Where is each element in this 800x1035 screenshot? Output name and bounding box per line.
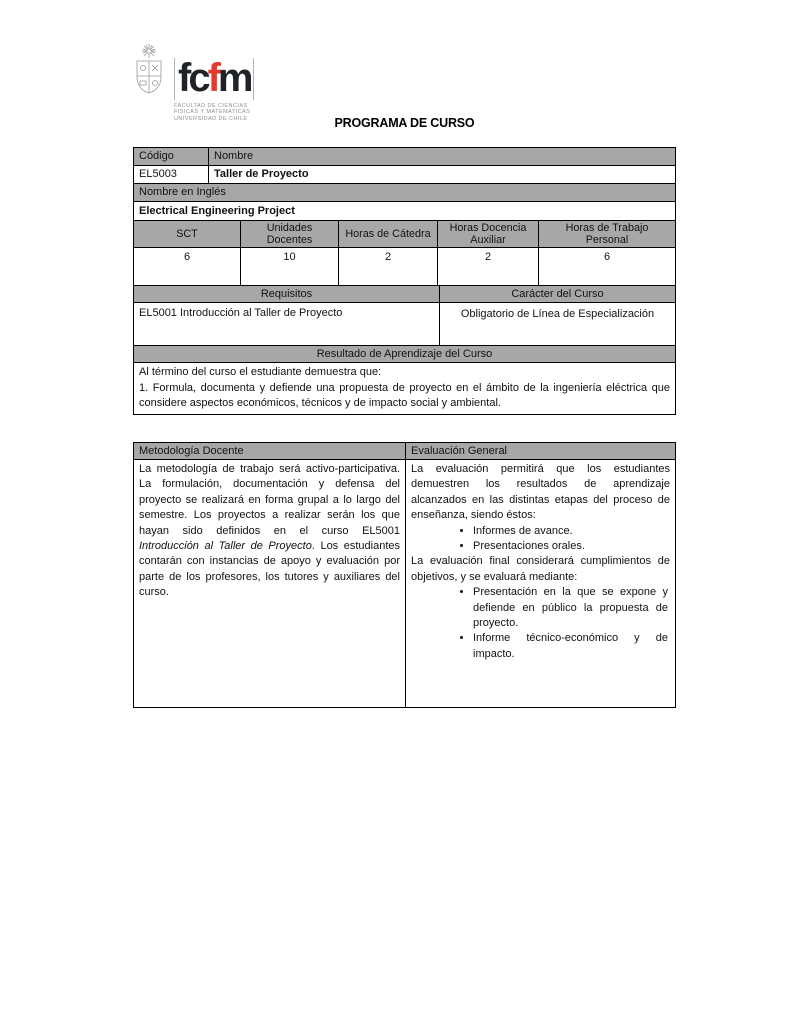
university-logo: fcfm FACULTAD DE CIENCIAS FISICAS Y MATE… [131, 43, 255, 122]
methodology-evaluation-table: Metodología Docente Evaluación General L… [133, 442, 676, 708]
faculty-line: FISICAS Y MATEMATICAS [174, 109, 251, 116]
metodologia-text-before: La metodología de trabajo será activo-pa… [139, 463, 400, 537]
university-crest-icon [136, 44, 162, 94]
wordmark-f-red: f [207, 56, 221, 100]
table-row: Código Nombre [134, 148, 675, 166]
table-row: Requisitos Carácter del Curso [134, 286, 675, 303]
horas-docencia-auxiliar-value: 2 [438, 248, 539, 285]
wordmark-m: m [217, 56, 254, 100]
metodologia-text-italic: Introducción al Taller de Proyecto [139, 540, 312, 553]
list-item: Presentación en la que se expone y defie… [473, 585, 670, 631]
horas-trabajo-personal-header: Horas de Trabajo Personal [539, 221, 675, 247]
metodologia-cell: La metodología de trabajo será activo-pa… [134, 460, 406, 707]
resultado-cell: Al término del curso el estudiante demue… [134, 363, 675, 414]
list-item: Informe técnico-económico y de impacto. [473, 631, 670, 662]
table-row: Electrical Engineering Project [134, 202, 675, 221]
table-body-row: La metodología de trabajo será activo-pa… [134, 460, 675, 707]
nombre-ingles-value: Electrical Engineering Project [139, 205, 295, 217]
codigo-header: Código [134, 148, 209, 165]
evaluacion-bullet-list: Informes de avance. Presentaciones orale… [411, 524, 670, 555]
nombre-header: Nombre [209, 148, 675, 165]
nombre-ingles-header: Nombre en Inglés [134, 184, 675, 201]
table-row: EL5001 Introducción al Taller de Proyect… [134, 303, 675, 346]
course-info-table: Código Nombre EL5003 Taller de Proyecto … [133, 147, 676, 415]
faculty-name: FACULTAD DE CIENCIAS FISICAS Y MATEMATIC… [174, 103, 254, 122]
list-item: Presentaciones orales. [473, 539, 670, 554]
metodologia-text: La metodología de trabajo será activo-pa… [139, 462, 400, 601]
hours-value-row: 6 10 2 2 6 [134, 248, 675, 286]
requisitos-header: Requisitos [134, 286, 440, 302]
resultado-item: 1. Formula, documenta y defiende una pro… [139, 381, 670, 410]
list-item: Informes de avance. [473, 524, 670, 539]
evaluacion-header: Evaluación General [406, 443, 675, 459]
unidades-docentes-value: 10 [241, 248, 339, 285]
table-row: Nombre en Inglés [134, 184, 675, 202]
table-header-row: Metodología Docente Evaluación General [134, 443, 675, 460]
caracter-header: Carácter del Curso [440, 286, 675, 302]
nombre-value: Taller de Proyecto [214, 168, 309, 180]
evaluacion-final-bullet-list: Presentación en la que se expone y defie… [411, 585, 670, 662]
unidades-docentes-header: Unidades Docentes [241, 221, 339, 247]
hours-header-row: SCT Unidades Docentes Horas de Cátedra H… [134, 221, 675, 248]
requisitos-value: EL5001 Introducción al Taller de Proyect… [134, 303, 440, 345]
metodologia-text-after: . Los estudiantes contarán con instancia… [139, 540, 400, 599]
wordmark-fc: fc [178, 56, 211, 100]
evaluacion-intro: La evaluación permitirá que los estudian… [411, 463, 670, 522]
codigo-value: EL5003 [134, 166, 209, 183]
horas-catedra-header: Horas de Cátedra [339, 221, 438, 247]
sct-value: 6 [134, 248, 241, 285]
metodologia-header: Metodología Docente [134, 443, 406, 459]
faculty-line: FACULTAD DE CIENCIAS [174, 103, 248, 109]
table-row: EL5003 Taller de Proyecto [134, 166, 675, 184]
document-title: PROGRAMA DE CURSO [334, 116, 475, 130]
table-row: Al término del curso el estudiante demue… [134, 363, 675, 414]
resultado-header: Resultado de Aprendizaje del Curso [134, 346, 675, 362]
evaluacion-cell: La evaluación permitirá que los estudian… [406, 460, 675, 707]
resultado-intro: Al término del curso el estudiante demue… [139, 366, 382, 378]
horas-trabajo-personal-value: 6 [603, 251, 611, 263]
evaluacion-final-intro: La evaluación final considerará cumplimi… [411, 555, 670, 583]
fcfm-wordmark: fcfm [174, 56, 255, 100]
logo-text-block: fcfm FACULTAD DE CIENCIAS FISICAS Y MATE… [174, 56, 255, 122]
sct-header: SCT [134, 221, 241, 247]
caracter-value: Obligatorio de Línea de Especialización [460, 308, 655, 320]
faculty-line: UNIVERSIDAD DE CHILE [174, 115, 248, 122]
horas-docencia-auxiliar-header: Horas Docencia Auxiliar [438, 221, 539, 247]
table-row: Resultado de Aprendizaje del Curso [134, 346, 675, 363]
horas-catedra-value: 2 [339, 248, 438, 285]
